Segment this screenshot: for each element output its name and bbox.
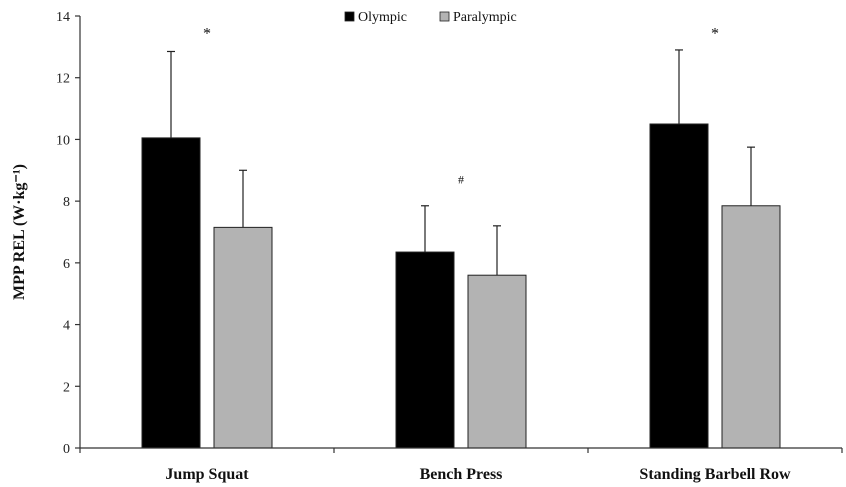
legend-swatch bbox=[439, 11, 450, 22]
annotations: * # * bbox=[203, 25, 719, 186]
significance-marker: * bbox=[711, 25, 719, 42]
significance-marker: # bbox=[458, 173, 464, 187]
x-category-label: Standing Barbell Row bbox=[639, 466, 791, 483]
bar-paralympic-0 bbox=[213, 226, 273, 449]
bar-paralympic-2 bbox=[721, 205, 781, 449]
bar-olympic-2 bbox=[649, 123, 709, 449]
y-tick-label: 14 bbox=[56, 10, 70, 25]
y-axis: 0 2 4 6 8 10 12 14 bbox=[56, 10, 81, 457]
significance-marker: * bbox=[203, 25, 211, 42]
legend-swatch bbox=[344, 11, 355, 22]
y-tick-label: 4 bbox=[63, 319, 70, 334]
y-axis-label: MPP REL (W·kg⁻¹) bbox=[11, 164, 28, 300]
y-tick-label: 6 bbox=[63, 257, 70, 272]
x-category-label: Bench Press bbox=[420, 466, 503, 483]
bar-paralympic-1 bbox=[467, 274, 527, 449]
bar-olympic-1 bbox=[395, 251, 455, 449]
y-tick-label: 10 bbox=[56, 133, 70, 148]
y-tick-label: 2 bbox=[63, 380, 70, 395]
legend-label: Olympic bbox=[358, 10, 407, 25]
error-bars bbox=[167, 49, 755, 276]
legend-label: Paralympic bbox=[453, 10, 517, 25]
y-tick-label: 12 bbox=[56, 72, 70, 87]
bar-olympic-0 bbox=[141, 137, 201, 449]
x-category-label: Jump Squat bbox=[165, 466, 249, 483]
bars bbox=[141, 123, 781, 449]
legend: Olympic Paralympic bbox=[344, 10, 517, 25]
y-tick-label: 0 bbox=[63, 442, 70, 457]
y-tick-label: 8 bbox=[63, 195, 70, 210]
x-axis: Jump Squat Bench Press Standing Barbell Ro… bbox=[79, 447, 843, 483]
